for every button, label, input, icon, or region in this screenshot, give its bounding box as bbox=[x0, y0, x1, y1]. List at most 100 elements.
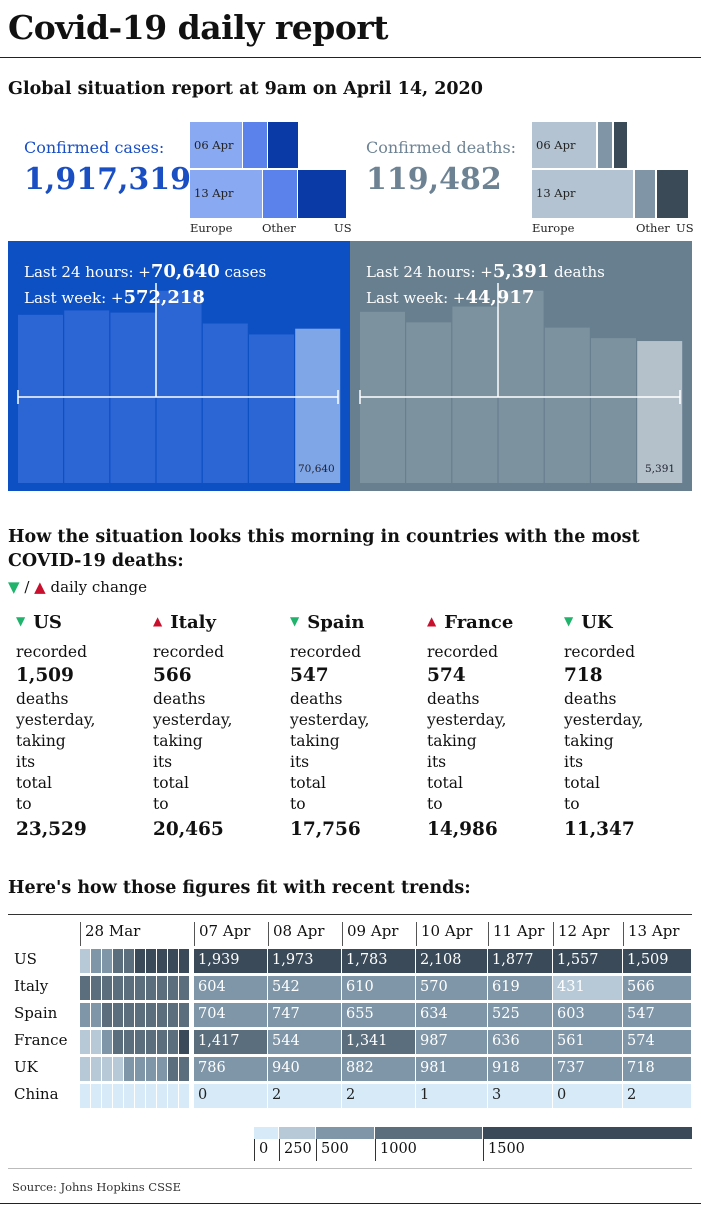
country-name-label: US bbox=[33, 612, 62, 633]
country-card-italy: ▲ Italy recorded 566 deaths yesterday, taking i… bbox=[153, 612, 283, 843]
cases-legend-us: US bbox=[334, 221, 352, 235]
heatmap-history-cell bbox=[179, 976, 189, 1000]
country-text-line: its bbox=[16, 753, 36, 771]
heatmap-history-cell bbox=[113, 1030, 123, 1054]
heatmap-history-cell bbox=[80, 1084, 90, 1108]
cases-06apr-other-bar bbox=[243, 122, 267, 168]
heatmap-cell: 604 bbox=[194, 976, 267, 1000]
scale-tick-label: 1000 bbox=[375, 1139, 417, 1161]
country-text-line: taking bbox=[564, 732, 614, 750]
heatmap-history-cell bbox=[146, 1003, 156, 1027]
heatmap-history-cell bbox=[91, 976, 101, 1000]
country-text-line: total bbox=[564, 774, 600, 792]
cases-bar bbox=[156, 290, 202, 483]
country-text-line: total bbox=[427, 774, 463, 792]
heatmap-history-cell bbox=[124, 976, 134, 1000]
country-text-line: yesterday, bbox=[153, 711, 233, 729]
cases-weekly-panel: Last 24 hours: +70,640 cases Last week: … bbox=[8, 241, 350, 491]
heatmap-history-cell bbox=[179, 1003, 189, 1027]
deaths-24h-suffix: deaths bbox=[549, 263, 605, 281]
heatmap-cell: 1,939 bbox=[194, 949, 267, 973]
heatmap-history-cell bbox=[168, 949, 178, 973]
heatmap-history-cell bbox=[91, 1003, 101, 1027]
heatmap-history-cell bbox=[80, 949, 90, 973]
country-card-spain: ▼ Spain recorded 547 deaths yesterday, taking i… bbox=[290, 612, 420, 843]
deaths-legend-us: US bbox=[676, 221, 694, 235]
heatmap-row-label: France bbox=[14, 1031, 68, 1049]
country-body: recorded 566 deaths yesterday, taking its tota… bbox=[153, 642, 283, 843]
heatmap-cell: 981 bbox=[416, 1057, 487, 1081]
country-text-line: yesterday, bbox=[290, 711, 370, 729]
deaths-date-label-2: 13 Apr bbox=[536, 186, 576, 200]
heatmap-cell: 1,509 bbox=[623, 949, 691, 973]
heatmap-cell: 882 bbox=[342, 1057, 415, 1081]
country-text-line: its bbox=[290, 753, 310, 771]
recorded-label: recorded bbox=[564, 643, 636, 661]
heatmap-column-label: 13 Apr bbox=[623, 922, 679, 946]
heatmap-history-cell bbox=[80, 1003, 90, 1027]
country-name-label: UK bbox=[581, 612, 613, 633]
country-text-line: total bbox=[153, 774, 189, 792]
total-deaths-value: 23,529 bbox=[16, 819, 87, 840]
country-text-line: deaths bbox=[16, 690, 69, 708]
heatmap-history-cell bbox=[113, 1057, 123, 1081]
heatmap-history-cell bbox=[168, 1030, 178, 1054]
country-card-france: ▲ France recorded 574 deaths yesterday, taking… bbox=[427, 612, 557, 843]
heatmap-history-cell bbox=[102, 976, 112, 1000]
confirmed-cases-label: Confirmed cases: bbox=[24, 138, 165, 157]
heatmap-history-cell bbox=[102, 1030, 112, 1054]
deaths-bar bbox=[637, 341, 683, 483]
legend-text: daily change bbox=[50, 578, 148, 596]
country-text-line: to bbox=[427, 795, 443, 813]
heatmap-history-cell bbox=[80, 1057, 90, 1081]
cases-bar bbox=[110, 312, 156, 483]
heatmap-history-cell bbox=[157, 1057, 167, 1081]
country-name: ▲ France bbox=[427, 612, 557, 633]
cases-24h-line: Last 24 hours: +70,640 cases bbox=[24, 261, 266, 282]
heatmap-history-cell bbox=[80, 976, 90, 1000]
deaths-composition-chart: 06 Apr 13 Apr bbox=[532, 122, 692, 218]
deaths-legend-other: Other bbox=[636, 221, 670, 235]
country-text-line: yesterday, bbox=[427, 711, 507, 729]
cases-week-prefix: Last week: + bbox=[24, 289, 124, 307]
heatmap-cell: 603 bbox=[553, 1003, 622, 1027]
scale-tick-label: 500 bbox=[316, 1139, 349, 1161]
scale-swatch bbox=[254, 1127, 278, 1139]
legend-separator: / bbox=[24, 578, 30, 596]
confirmed-deaths-value: 119,482 bbox=[366, 162, 502, 197]
scale-tick-label: 250 bbox=[279, 1139, 312, 1161]
scale-swatch bbox=[375, 1127, 482, 1139]
heatmap-history-cell bbox=[102, 1084, 112, 1108]
heatmap-history-cell bbox=[124, 1030, 134, 1054]
deaths-yesterday-value: 718 bbox=[564, 665, 603, 686]
deaths-bar bbox=[406, 322, 452, 483]
heatmap-history-cell bbox=[102, 949, 112, 973]
recorded-label: recorded bbox=[153, 643, 225, 661]
heatmap-history-cell bbox=[113, 1084, 123, 1108]
heatmap-history-cell bbox=[113, 949, 123, 973]
deaths-weekly-chart bbox=[359, 283, 683, 483]
cases-24h-value: 70,640 bbox=[150, 261, 220, 282]
heatmap-cell: 1,973 bbox=[268, 949, 341, 973]
heatmap-cell: 1 bbox=[416, 1084, 487, 1108]
recorded-label: recorded bbox=[427, 643, 499, 661]
heatmap-history-cell bbox=[135, 1030, 145, 1054]
scale-swatch bbox=[316, 1127, 374, 1139]
heatmap-cell: 786 bbox=[194, 1057, 267, 1081]
heatmap-row-label: Italy bbox=[14, 977, 49, 995]
total-deaths-value: 20,465 bbox=[153, 819, 224, 840]
heatmap-cell: 2 bbox=[342, 1084, 415, 1108]
down-triangle-icon: ▼ bbox=[16, 614, 26, 628]
cases-06apr-europe-bar bbox=[190, 122, 242, 168]
country-text-line: taking bbox=[153, 732, 203, 750]
country-name: ▲ Italy bbox=[153, 612, 283, 633]
cases-last-bar-label: 70,640 bbox=[298, 463, 335, 475]
heatmap-history-cell bbox=[124, 1003, 134, 1027]
deaths-13apr-us-bar bbox=[657, 170, 688, 218]
country-text-line: deaths bbox=[427, 690, 480, 708]
heatmap-row-label: UK bbox=[14, 1058, 38, 1076]
heatmap-cell: 987 bbox=[416, 1030, 487, 1054]
heatmap-history-cell bbox=[135, 949, 145, 973]
source-note: Source: Johns Hopkins CSSE bbox=[12, 1180, 182, 1194]
heatmap-history-cell bbox=[168, 1084, 178, 1108]
